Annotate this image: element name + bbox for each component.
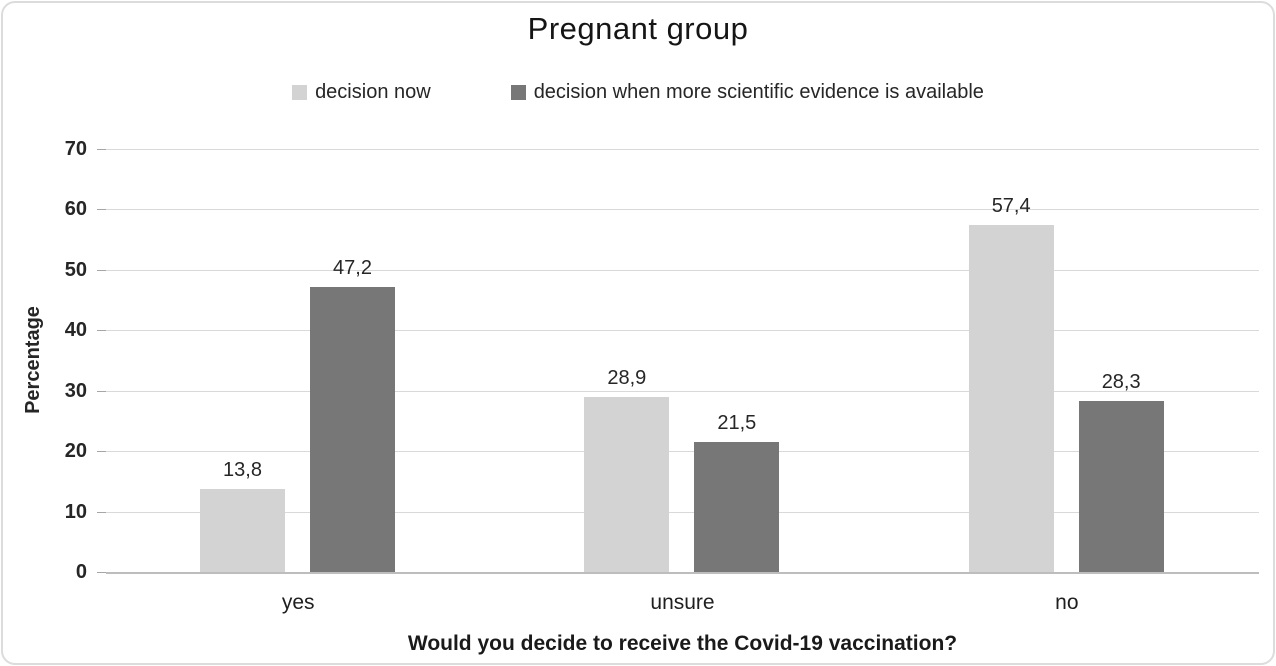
gridline xyxy=(106,269,1259,271)
bar-value-label: 57,4 xyxy=(991,195,1031,218)
legend-label: decision now xyxy=(315,81,431,103)
y-axis-tick xyxy=(97,390,106,392)
legend-swatch-icon xyxy=(510,85,526,100)
bar-decision-no xyxy=(968,225,1054,572)
gridline xyxy=(106,330,1259,332)
legend-item-decision-later: decision when more scientific evidence i… xyxy=(510,81,984,104)
y-axis-title: Percentage xyxy=(22,306,44,414)
x-category-label-unsure: unsure xyxy=(650,591,715,614)
bar-decision-no xyxy=(1078,400,1164,572)
y-axis-tick xyxy=(97,572,106,573)
y-tick-label: 70 xyxy=(64,138,87,160)
y-axis-tick xyxy=(97,269,106,271)
bar-decision-unsure xyxy=(584,397,670,572)
y-tick-label: 40 xyxy=(64,319,87,342)
plot-area: 0 10 20 30 40 50 60 70 13,8 47,2 yes 28,9 21,5 unsure… xyxy=(3,3,1276,666)
y-axis-tick xyxy=(97,451,106,453)
y-tick-label: 50 xyxy=(64,258,87,281)
bar-decision-yes xyxy=(310,286,395,572)
legend: decision now decision when more scientif… xyxy=(3,81,1273,104)
x-axis-line xyxy=(106,572,1259,574)
gridline xyxy=(106,209,1259,211)
y-axis-tick xyxy=(97,330,106,332)
gridline xyxy=(106,390,1259,392)
y-tick-label: 30 xyxy=(64,379,87,402)
x-category-label-no: no xyxy=(1055,591,1079,614)
gridline xyxy=(106,149,1259,150)
bar-value-label: 28,9 xyxy=(607,367,647,390)
legend-label: decision when more scientific evidence i… xyxy=(533,81,984,103)
bar-decision-unsure xyxy=(694,442,780,572)
legend-swatch-icon xyxy=(292,85,308,100)
y-axis-tick xyxy=(97,149,106,150)
y-tick-label: 10 xyxy=(64,500,87,523)
bar-value-label: 21,5 xyxy=(717,412,757,435)
y-axis-tick xyxy=(97,209,106,211)
x-axis-title: Would you decide to receive the Covid-19… xyxy=(407,632,958,655)
gridline xyxy=(106,511,1259,513)
y-tick-label: 60 xyxy=(64,198,87,221)
legend-item-decision-now: decision now xyxy=(292,81,431,104)
bar-value-label: 47,2 xyxy=(333,256,372,279)
bar-decision-yes xyxy=(200,488,285,572)
bar-value-label: 13,8 xyxy=(223,458,262,481)
chart-title: Pregnant group xyxy=(527,11,749,46)
y-axis-tick xyxy=(97,511,106,513)
x-category-label-yes: yes xyxy=(281,591,315,614)
y-tick-label: 0 xyxy=(75,561,87,583)
gridline xyxy=(106,451,1259,453)
bar-value-label: 28,3 xyxy=(1101,370,1141,393)
y-tick-label: 20 xyxy=(64,440,87,463)
